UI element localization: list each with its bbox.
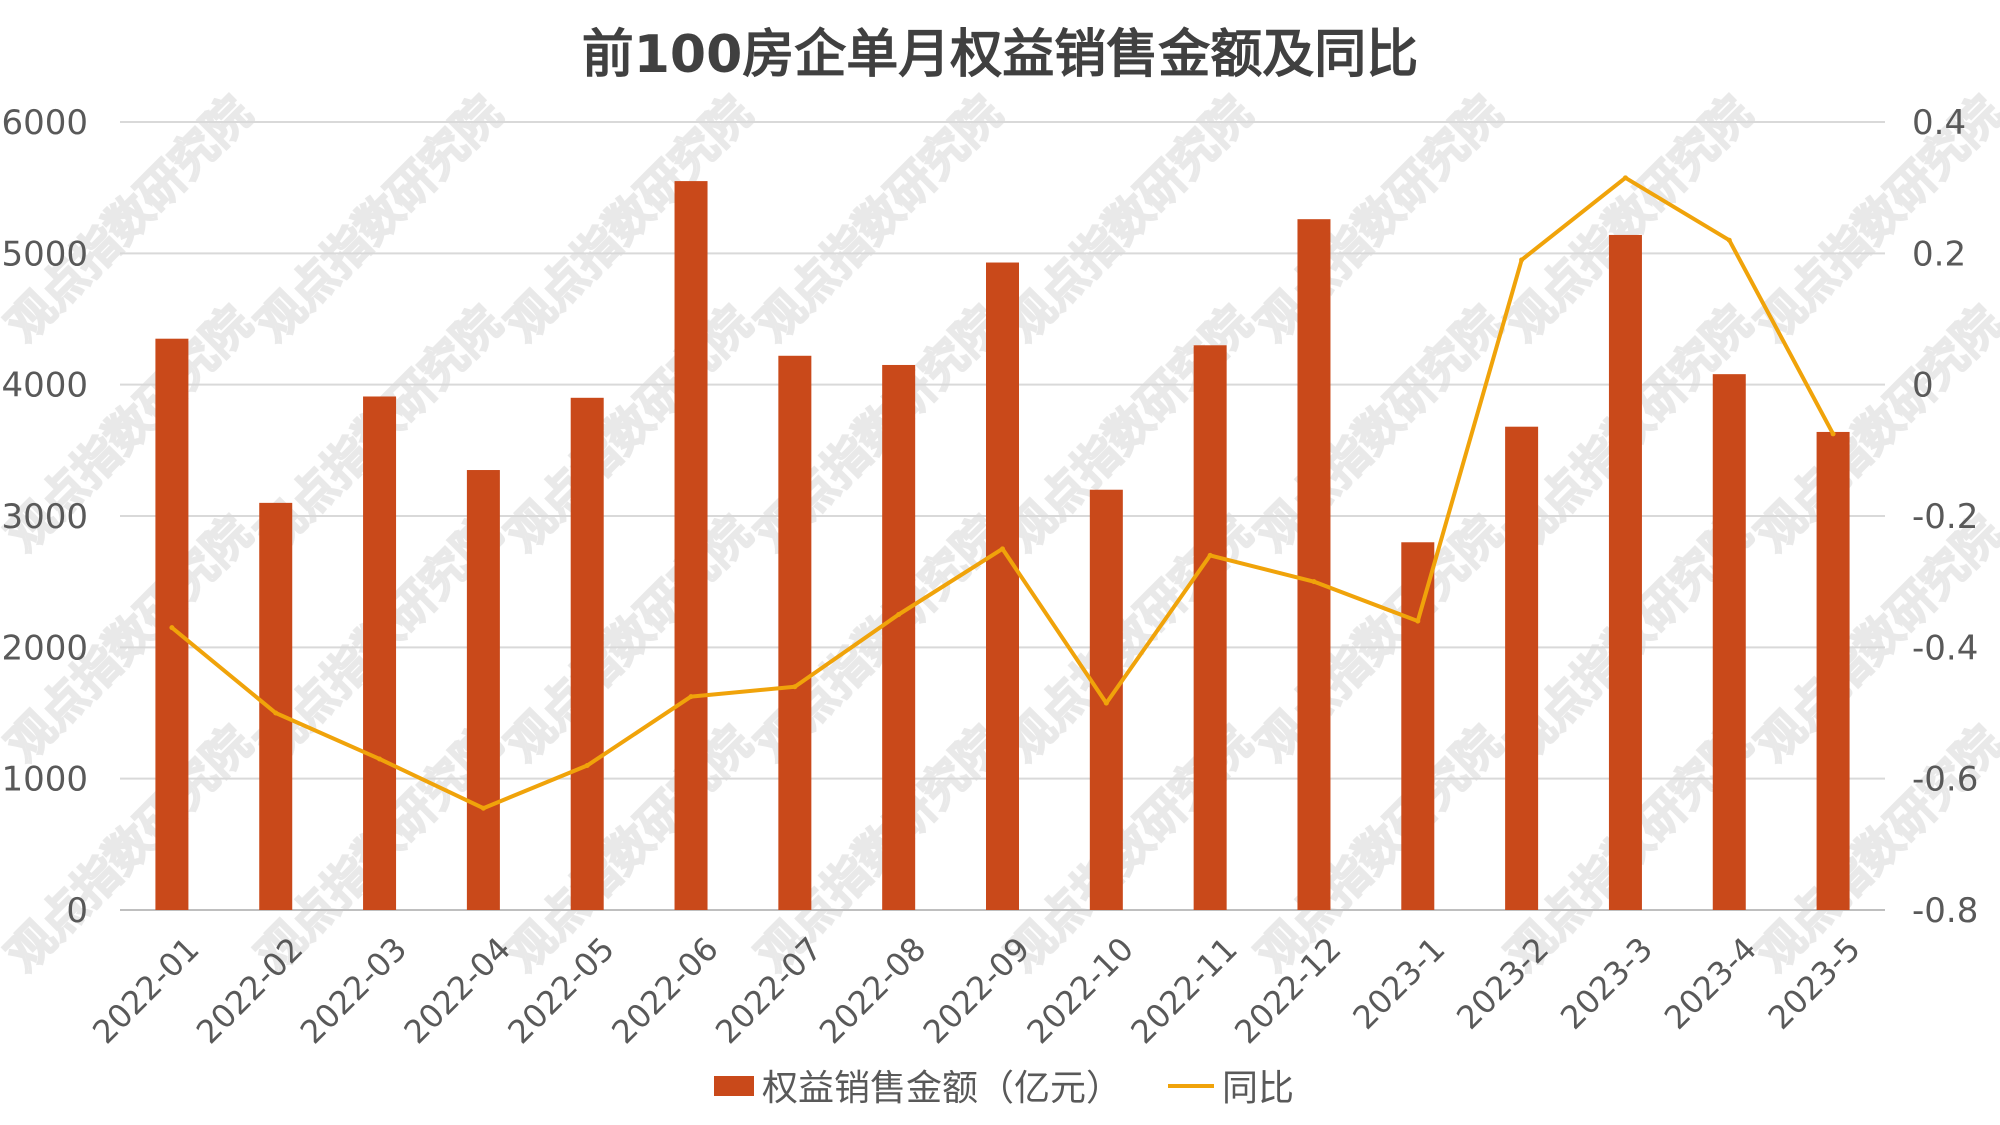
x-tick-label: 2022-04 <box>397 930 518 1051</box>
x-tick-label: 2022-01 <box>85 930 206 1051</box>
x-tick-label: 2022-11 <box>1123 930 1244 1051</box>
bar-2023-4 <box>1712 374 1746 910</box>
yoy-point-2022-08 <box>896 612 902 617</box>
x-tick-label: 2023-4 <box>1657 930 1764 1037</box>
y-axis-right: -0.8 -0.6 -0.4 -0.2 0 0.2 0.4 <box>1912 103 1978 931</box>
y-left-tick-label: 0 <box>66 891 88 931</box>
yoy-point-2022-01 <box>169 625 175 631</box>
bar-2022-05 <box>570 397 604 910</box>
bar-2023-1 <box>1401 542 1435 910</box>
bar-2022-07 <box>778 355 812 911</box>
yoy-point-2022-12 <box>1311 579 1317 585</box>
y-left-tick-label: 1000 <box>1 760 88 800</box>
y-left-tick-label: 2000 <box>1 628 88 668</box>
yoy-point-2023-1 <box>1415 618 1421 624</box>
bar-2022-06 <box>674 181 708 911</box>
bar-2022-08 <box>882 364 916 910</box>
y-left-tick-label: 4000 <box>1 366 88 406</box>
yoy-point-2023-3 <box>1622 175 1628 181</box>
yoy-point-2023-5 <box>1830 431 1836 437</box>
y-right-tick-label: -0.4 <box>1912 628 1978 668</box>
y-right-tick-label: -0.2 <box>1912 497 1978 537</box>
legend-label-bar: 权益销售金额（亿元） <box>762 1068 1122 1109</box>
bar-2022-11 <box>1193 345 1227 910</box>
bar-series <box>155 181 1850 911</box>
y-left-tick-label: 6000 <box>1 103 88 143</box>
yoy-point-2022-11 <box>1207 552 1213 558</box>
y-right-tick-label: 0 <box>1912 366 1934 406</box>
x-tick-label: 2023-1 <box>1345 930 1452 1037</box>
bar-2022-02 <box>259 502 293 910</box>
x-tick-label: 2022-06 <box>604 930 725 1051</box>
legend: 权益销售金额（亿元） 同比 <box>714 1068 1294 1109</box>
x-axis: 2022-012022-022022-032022-042022-052022-… <box>85 930 1868 1051</box>
bar-2023-3 <box>1608 234 1642 911</box>
yoy-point-2023-4 <box>1726 237 1732 243</box>
x-tick-label: 2022-08 <box>812 930 933 1051</box>
bar-2022-12 <box>1297 219 1331 911</box>
legend-swatch-bar <box>714 1076 754 1096</box>
yoy-point-2022-06 <box>688 694 694 700</box>
y-axis-left: 0 1000 2000 3000 4000 5000 6000 <box>1 103 88 931</box>
yoy-point-2023-2 <box>1519 257 1525 263</box>
bar-2022-01 <box>155 338 189 910</box>
y-right-tick-label: -0.6 <box>1912 760 1978 800</box>
y-right-tick-label: -0.8 <box>1912 891 1978 931</box>
bar-2023-5 <box>1816 431 1850 910</box>
x-tick-label: 2022-09 <box>916 930 1037 1051</box>
bar-2023-2 <box>1505 426 1539 910</box>
yoy-point-2022-04 <box>480 805 486 811</box>
bar-2022-03 <box>363 396 397 910</box>
y-right-tick-label: 0.2 <box>1912 234 1966 274</box>
yoy-point-2022-10 <box>1103 700 1109 706</box>
yoy-point-2022-02 <box>273 710 279 716</box>
y-right-tick-label: 0.4 <box>1912 103 1966 143</box>
yoy-point-2022-05 <box>584 763 590 769</box>
bar-2022-09 <box>986 262 1019 910</box>
legend-label-line: 同比 <box>1222 1068 1294 1109</box>
yoy-point-2022-09 <box>1000 546 1005 552</box>
y-left-tick-label: 5000 <box>1 234 88 274</box>
yoy-point-2022-07 <box>792 684 798 690</box>
yoy-point-2022-03 <box>377 756 383 762</box>
y-left-tick-label: 3000 <box>1 497 88 537</box>
bar-2022-04 <box>466 470 500 910</box>
chart-title: 前100房企单月权益销售金额及同比 <box>582 25 1419 85</box>
line-series <box>169 175 1836 811</box>
